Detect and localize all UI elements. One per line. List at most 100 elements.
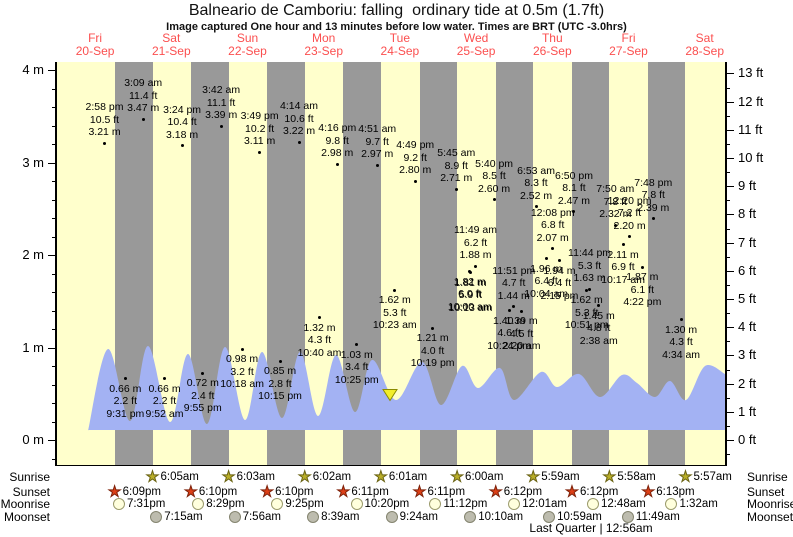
tide-annotation: 1.45 m 4.8 ft 2:38 am [579, 309, 618, 347]
tide-annotation: 4:49 pm 9.2 ft 2.80 m [396, 139, 435, 176]
tide-point [492, 198, 496, 201]
sunset-time: 6:11pm [427, 486, 466, 498]
sunrise-star-icon: ★ [678, 468, 693, 486]
axis-tick [725, 397, 730, 399]
sunrise-time: 5:57am [693, 471, 732, 483]
tide-annotation: 4:14 am 10.6 ft 3.22 m [280, 100, 319, 138]
sunset-star-icon: ★ [489, 483, 503, 501]
tide-annotation: 2.11 m 6.9 ft 10:17 am [601, 248, 645, 286]
tide-annotation: 1.39 m 4.5 ft 2:20 am [502, 315, 541, 353]
sunrise-time: 6:01am [388, 471, 428, 483]
tide-annotation: 12:20 pm 7.2 ft 2.20 m [607, 194, 652, 232]
axis-tick [52, 384, 57, 386]
sunset-time: 6:11pm [351, 486, 389, 498]
sunset-star-icon: ★ [641, 483, 655, 501]
sunset-row-label-left: Sunset [12, 485, 50, 499]
day-date-label: 27-Sep [609, 44, 648, 58]
tide-annotation: 2:58 pm 10.5 ft 3.21 m [85, 101, 124, 139]
axis-tick [52, 421, 57, 423]
day-name-label: Thu [541, 31, 563, 45]
axis-tick [52, 236, 57, 238]
moonrise-moon-icon [665, 498, 678, 510]
moonrise-moon-icon [350, 498, 363, 510]
tide-annotation: 1.32 m 4.3 ft 10:40 am [297, 321, 342, 359]
axis-tick [52, 329, 57, 330]
tide-point [613, 223, 617, 227]
moonset-row-label-left: Moonset [3, 510, 50, 524]
sunrise-star-icon: ★ [374, 468, 388, 486]
tide-point [512, 305, 516, 309]
moonset-time: 11:49am [635, 511, 680, 523]
sunset-time: 6:09pm [122, 486, 161, 498]
axis-tick [725, 158, 734, 160]
sunrise-time: 5:59am [541, 471, 580, 483]
axis-tick [725, 355, 734, 357]
moonrise-time: 11:12pm [443, 498, 488, 510]
tide-annotation: 1.81 m 5.9 ft 10:13 am [448, 276, 493, 314]
y-axis-label: 0 m [22, 432, 44, 447]
day-date-label: 21-Sep [151, 44, 191, 58]
sunset-star-icon: ★ [184, 483, 198, 501]
axis-tick [52, 273, 57, 275]
axis-tick [48, 162, 57, 164]
sunset-time: 6:13pm [656, 486, 695, 498]
y-axis-label: 8 ft [738, 206, 757, 222]
moonrise-moon-icon [192, 498, 205, 510]
axis-tick [52, 366, 57, 367]
moonrise-moon-icon [586, 498, 599, 510]
tide-annotation: 1.30 m 4.3 ft 4:34 am [662, 323, 701, 361]
tide-annotation: 1.94 m 6.4 ft 2:15 pm [540, 264, 579, 302]
tide-annotation: 3:49 pm 10.2 ft 3.11 m [240, 110, 279, 148]
axis-tick [725, 299, 734, 301]
tide-annotation: 3:42 am 11.1 ft 3.39 m [202, 84, 241, 122]
sunrise-time: 6:03am [236, 471, 275, 483]
sunset-time: 6:12pm [503, 486, 543, 498]
axis-tick [52, 292, 57, 293]
moonrise-time: 7:31pm [126, 498, 166, 510]
tide-annotation: 0.66 m 2.2 ft 9:52 am [145, 382, 184, 420]
axis-tick [725, 454, 730, 456]
day-date-label: 23-Sep [304, 44, 344, 58]
y-axis-label: 1 m [22, 339, 44, 355]
tide-annotation: 4:51 am 9.7 ft 2.97 m [358, 123, 397, 161]
axis-tick [725, 214, 734, 216]
sunrise-star-icon: ★ [526, 468, 540, 486]
axis-tick [48, 347, 57, 349]
tide-point [507, 309, 511, 312]
sunrise-time: 5:58am [617, 471, 656, 483]
y-axis-label: 4 m [22, 62, 44, 77]
tide-point [258, 150, 262, 154]
tide-point [163, 377, 167, 381]
axis-tick [52, 218, 57, 219]
tide-annotation: 12:08 pm 6.8 ft 2.07 m [530, 206, 575, 244]
tide-annotation: 6:50 pm 8.1 ft 2.47 m [555, 169, 593, 207]
moonset-moon-icon [150, 511, 163, 523]
moonrise-moon-icon [429, 498, 442, 510]
tide-point [551, 247, 555, 251]
day-date-label: 22-Sep [228, 44, 267, 58]
moonrise-time: 12:01am [522, 498, 568, 510]
y-axis-label: 5 ft [738, 291, 757, 307]
tide-point [544, 257, 548, 261]
day-date-label: 20-Sep [75, 44, 115, 58]
sunrise-star-icon: ★ [145, 468, 160, 486]
tide-point [219, 124, 223, 128]
tide-point [123, 377, 127, 381]
day-date-label: 26-Sep [532, 44, 572, 58]
tide-point [585, 288, 589, 292]
moonset-time: 7:56am [242, 511, 281, 523]
tide-point [317, 316, 321, 320]
tide-point [278, 359, 282, 363]
tide-point [651, 217, 655, 221]
axis-tick [725, 369, 730, 371]
axis-tick [725, 129, 734, 131]
axis-tick [52, 88, 57, 90]
moonrise-time: 8:29pm [206, 498, 245, 510]
tide-annotation: 4:16 pm 9.8 ft 2.98 m [318, 122, 357, 160]
axis-tick [52, 403, 57, 404]
tide-point [474, 264, 478, 268]
axis-tick [725, 284, 730, 286]
y-axis-label: 1 ft [738, 403, 757, 419]
y-axis-label: 10 ft [738, 150, 764, 166]
tide-point [201, 371, 205, 375]
